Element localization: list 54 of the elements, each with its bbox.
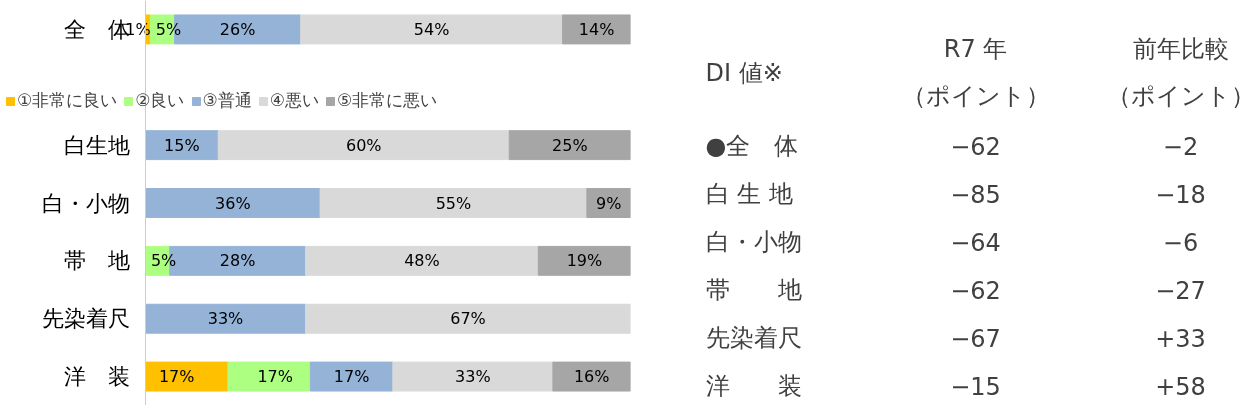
data-label: 48% bbox=[404, 251, 440, 271]
text: +33 bbox=[1155, 324, 1206, 353]
text: −62 bbox=[950, 132, 1001, 161]
text: −64 bbox=[950, 228, 1001, 257]
data-label: 28% bbox=[219, 251, 256, 271]
data-label: 5% bbox=[150, 251, 177, 271]
data-label: 5% bbox=[155, 19, 182, 39]
data-label: 17% bbox=[158, 367, 195, 387]
data-label: 16% bbox=[573, 367, 610, 387]
data-label: 17% bbox=[257, 367, 293, 387]
data-label: 9% bbox=[595, 193, 622, 213]
text: 白 生 地 bbox=[705, 179, 793, 208]
text: −85 bbox=[950, 180, 1001, 209]
text: （ポイント） bbox=[901, 81, 1050, 110]
data-label: 26% bbox=[219, 19, 256, 39]
data-label: 54% bbox=[413, 19, 450, 39]
text: 洋 装 bbox=[705, 371, 802, 400]
y-tick-label: 先染着尺 bbox=[41, 306, 130, 332]
data-label: 25% bbox=[552, 135, 588, 155]
text: ●全 体 bbox=[705, 131, 799, 160]
text: −6 bbox=[1162, 228, 1199, 257]
y-tick-label: 帯 地 bbox=[63, 248, 130, 274]
data-label: 67% bbox=[450, 309, 486, 329]
y-tick-label: 白・小物 bbox=[41, 190, 130, 216]
text: 白・小物 bbox=[705, 227, 802, 256]
data-label: 55% bbox=[435, 193, 472, 213]
legend-label: ①非常に良い bbox=[17, 89, 118, 112]
y-tick-label: 白生地 bbox=[63, 132, 130, 158]
text: −2 bbox=[1162, 132, 1199, 161]
text: −15 bbox=[950, 372, 1001, 401]
legend-label: ⑤非常に悪い bbox=[337, 89, 438, 112]
data-label: 17% bbox=[333, 367, 370, 387]
text: 前年比較 bbox=[1132, 34, 1229, 63]
data-label: 36% bbox=[215, 193, 251, 213]
text: +58 bbox=[1155, 372, 1206, 401]
y-tick-label: 洋 装 bbox=[63, 364, 130, 390]
text: −67 bbox=[950, 324, 1001, 353]
text: −18 bbox=[1155, 180, 1206, 209]
data-label: 60% bbox=[345, 135, 382, 155]
text: −62 bbox=[950, 276, 1001, 305]
text: R7 年 bbox=[943, 34, 1008, 63]
text: −27 bbox=[1155, 276, 1206, 305]
data-label: 33% bbox=[455, 367, 491, 387]
text: （ポイント） bbox=[1106, 81, 1255, 110]
legend-label: ③普通 bbox=[202, 89, 252, 112]
legend-label: ②良い bbox=[135, 89, 185, 112]
legend-label: ④悪い bbox=[269, 89, 319, 112]
text: DI 値※ bbox=[705, 58, 783, 87]
data-label: 14% bbox=[578, 19, 615, 39]
text: 帯 地 bbox=[705, 275, 802, 304]
data-label: 33% bbox=[207, 309, 244, 329]
data-label: 19% bbox=[566, 251, 603, 271]
data-label: 15% bbox=[164, 135, 200, 155]
text: 先染着尺 bbox=[705, 323, 802, 352]
